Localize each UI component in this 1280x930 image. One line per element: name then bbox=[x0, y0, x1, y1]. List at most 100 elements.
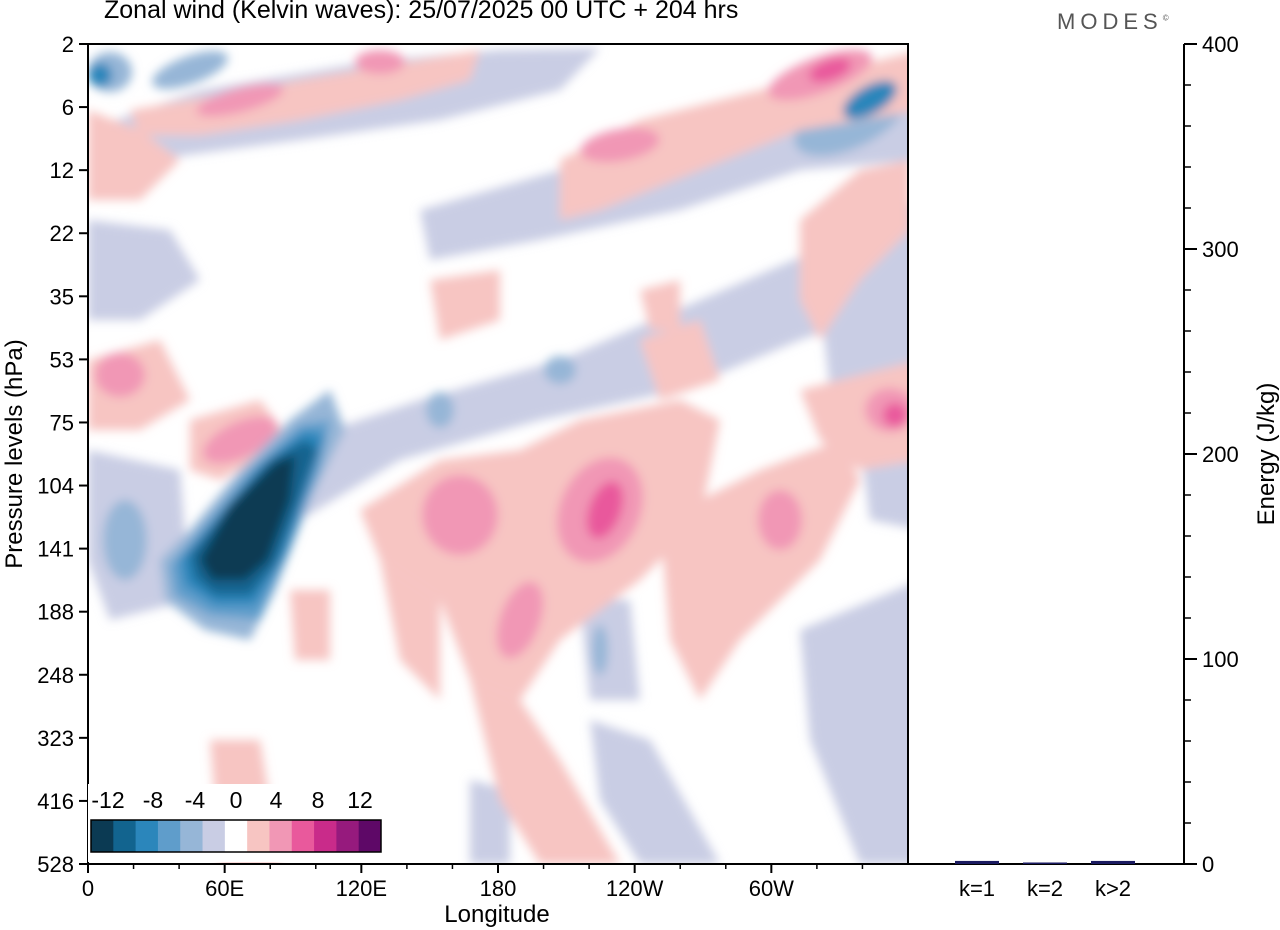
x-tick-label: 180 bbox=[480, 876, 517, 901]
band-light-blue bbox=[580, 600, 640, 700]
cell-medium-pink bbox=[202, 416, 278, 464]
y-tick-label: 528 bbox=[37, 852, 74, 877]
energy-tick-label: 200 bbox=[1202, 442, 1239, 467]
colorbar-label: 0 bbox=[230, 787, 243, 813]
colorbar-frame bbox=[90, 819, 382, 853]
band-light-pink bbox=[430, 270, 500, 340]
band-light-blue bbox=[88, 220, 200, 320]
y-tick-label: 53 bbox=[50, 347, 74, 372]
y-tick-label: 416 bbox=[37, 789, 74, 814]
cell-medium-blue bbox=[152, 51, 228, 89]
heatmap-field bbox=[88, 48, 908, 864]
colorbar-swatch bbox=[358, 820, 382, 852]
colorbar-swatch bbox=[91, 820, 114, 852]
y-tick-label: 35 bbox=[50, 284, 74, 309]
colorbar: -12 -8 -4 0 4 8 12 bbox=[90, 787, 382, 853]
y-tick-label: 6 bbox=[62, 95, 74, 120]
x-tick-label: 120W bbox=[606, 876, 664, 901]
y-axis: 2 6 12 22 35 53 75 104 141 188 248 323 416 528 bbox=[37, 32, 88, 877]
y-tick-label: 248 bbox=[37, 663, 74, 688]
energy-tick-label: 100 bbox=[1202, 647, 1239, 672]
band-light-blue bbox=[470, 780, 510, 864]
band-light-pink bbox=[470, 680, 620, 864]
cell-dark-pink bbox=[809, 57, 851, 83]
energy-tick-label: 300 bbox=[1202, 237, 1239, 262]
energy-category-label: k=2 bbox=[1027, 876, 1063, 901]
colorbar-swatch bbox=[180, 820, 204, 852]
colorbar-swatch bbox=[247, 820, 270, 852]
colorbar-swatch bbox=[291, 820, 315, 852]
cell-medium-blue bbox=[426, 392, 454, 428]
colorbar-swatch bbox=[336, 820, 360, 852]
modes-logo-mark: © bbox=[1162, 13, 1169, 23]
y-tick-label: 2 bbox=[62, 32, 74, 57]
energy-axis-label: Energy (J/kg) bbox=[1253, 383, 1280, 526]
colorbar-label: -8 bbox=[143, 787, 163, 813]
colorbar-label: 12 bbox=[347, 787, 373, 813]
y-tick-label: 104 bbox=[37, 474, 74, 499]
cell-medium-pink bbox=[496, 581, 544, 659]
cell-medium-pink bbox=[196, 83, 284, 117]
cell-medium-pink bbox=[580, 127, 660, 163]
y-tick-label: 12 bbox=[50, 158, 74, 183]
band-light-pink bbox=[640, 320, 720, 400]
cell-dark-blue bbox=[88, 63, 112, 87]
cell-dark-pink bbox=[883, 403, 907, 427]
cell-medium-blue bbox=[592, 625, 608, 675]
chart-title: Zonal wind (Kelvin waves): 25/07/2025 00… bbox=[104, 0, 739, 24]
x-tick-label: 120E bbox=[336, 876, 387, 901]
band-light-blue bbox=[800, 585, 908, 864]
core-blue-5 bbox=[200, 455, 295, 580]
band-light-pink bbox=[290, 590, 330, 660]
colorbar-swatch bbox=[202, 820, 226, 852]
colorbar-label: 8 bbox=[312, 787, 325, 813]
colorbar-label: 4 bbox=[270, 787, 283, 813]
colorbar-swatch bbox=[113, 820, 137, 852]
band-light-pink bbox=[640, 280, 680, 330]
cell-medium-pink bbox=[95, 353, 145, 397]
band-light-pink bbox=[800, 160, 908, 340]
colorbar-swatch bbox=[269, 820, 293, 852]
energy-bar bbox=[1091, 860, 1135, 864]
colorbar-label: -4 bbox=[185, 787, 206, 813]
cell-medium-blue bbox=[103, 500, 147, 580]
modes-logo-text: MODES bbox=[1057, 9, 1163, 34]
y-tick-label: 323 bbox=[37, 726, 74, 751]
colorbar-swatch bbox=[314, 820, 337, 852]
cell-medium-pink bbox=[758, 490, 802, 550]
band-light-pink bbox=[560, 53, 908, 220]
y-tick-label: 141 bbox=[37, 537, 74, 562]
colorbar-swatch bbox=[135, 820, 159, 852]
x-tick-label: 60W bbox=[749, 876, 794, 901]
energy-tick-label: 0 bbox=[1202, 852, 1214, 877]
x-tick-label: 60E bbox=[205, 876, 244, 901]
energy-category-label: k=1 bbox=[959, 876, 995, 901]
band-light-pink bbox=[380, 560, 440, 700]
band-light-blue bbox=[150, 206, 908, 620]
colorbar-swatch bbox=[224, 820, 248, 852]
energy-bars: k=1 k=2 k>2 bbox=[955, 860, 1135, 901]
energy-bar bbox=[1023, 862, 1067, 864]
band-light-pink bbox=[88, 110, 180, 200]
x-tick-label: 0 bbox=[82, 876, 94, 901]
cell-dark-pink bbox=[586, 481, 624, 539]
cell-medium-blue bbox=[544, 356, 576, 384]
energy-bar bbox=[955, 860, 999, 864]
x-axis: 0 60E 120E 180 120W 60W bbox=[82, 864, 864, 901]
band-light-pink bbox=[660, 440, 860, 700]
energy-axis: 0 100 200 300 400 bbox=[1184, 32, 1239, 877]
y-axis-label: Pressure levels (hPa) bbox=[1, 339, 28, 568]
y-tick-label: 22 bbox=[50, 221, 74, 246]
band-light-blue bbox=[590, 720, 720, 864]
y-tick-label: 188 bbox=[37, 600, 74, 625]
colorbar-swatch bbox=[157, 820, 181, 852]
energy-tick-label: 400 bbox=[1202, 32, 1239, 57]
modes-logo: MODES© bbox=[1057, 9, 1169, 35]
y-tick-label: 75 bbox=[50, 410, 74, 435]
cell-medium-pink bbox=[422, 475, 498, 555]
cell-dark-blue bbox=[843, 80, 897, 120]
energy-category-label: k>2 bbox=[1095, 876, 1131, 901]
x-axis-label: Longitude bbox=[444, 901, 549, 928]
colorbar-label: -12 bbox=[91, 787, 124, 813]
